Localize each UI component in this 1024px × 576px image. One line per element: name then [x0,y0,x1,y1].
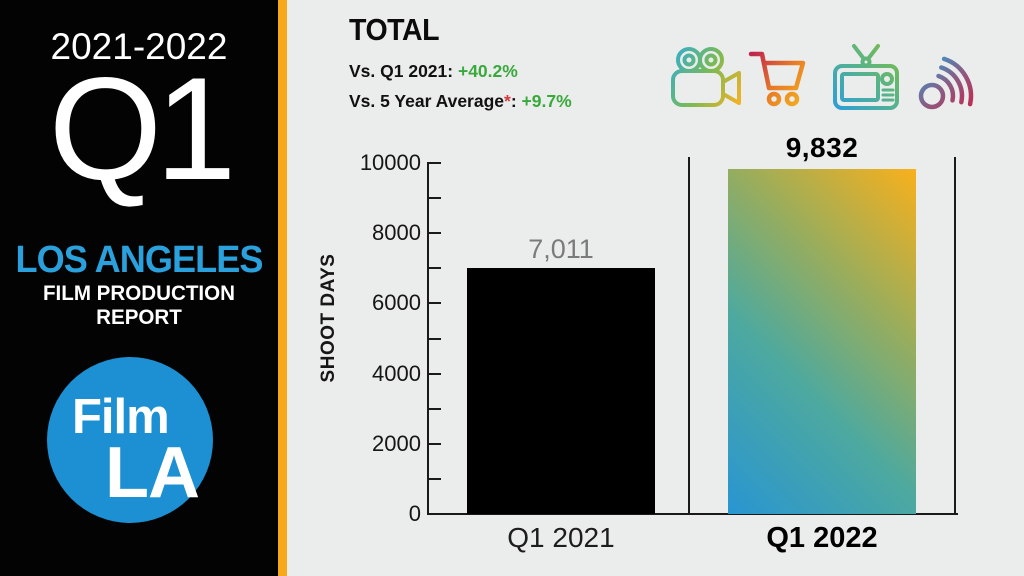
y-axis-tick [429,442,441,445]
value-label-q1-2021: 7,011 [528,233,594,264]
y-axis-tick-label: 2000 [372,430,421,456]
sidebar: 2021-2022 Q1 LOS ANGELES FILM PRODUCTION… [0,0,278,576]
report-subtitle: FILM PRODUCTION REPORT [42,282,236,329]
y-axis-tick-label: 4000 [372,360,421,386]
y-axis-tick [429,337,441,340]
logo-text-film: Film [72,390,170,444]
y-axis-tick-label: 10000 [359,150,421,175]
x-axis-line [427,513,958,515]
accent-divider [278,0,287,576]
value-label-q1-2022: 9,832 [785,131,859,163]
stat-label: Vs. 5 Year Average [349,91,505,111]
stat-label: Vs. Q1 2021: [349,61,454,81]
y-axis-tick [429,232,441,235]
television-icon [833,44,899,110]
y-axis-tick-label: 6000 [372,290,421,316]
bar-q1-2021 [467,267,655,514]
y-axis-tick [429,302,441,305]
movie-camera-icon [671,47,741,107]
stat-value: +9.7% [521,91,572,111]
y-axis-line [427,162,429,515]
y-axis-tick-label: 0 [408,501,421,526]
quarter-label: Q1 [48,47,237,210]
y-axis-tick [429,162,441,164]
footnote-asterisk: * [504,91,511,111]
y-axis-tick-label: 8000 [372,220,421,246]
y-axis-tick [429,407,441,410]
section-title: TOTAL [349,12,440,47]
highlight-rule-left [688,157,690,515]
year-range-label: 2021-2022 [50,26,228,67]
x-axis-label-q1-2021: Q1 2021 [507,522,615,553]
y-axis-tick [429,372,441,375]
highlight-rule-right [954,157,956,515]
stat-value: +40.2% [457,61,518,81]
stat-vs-q1-2021: Vs. Q1 2021: +40.2% [349,61,518,82]
stat-separator: : [510,91,517,111]
x-axis-label-q1-2022: Q1 2022 [766,522,878,554]
y-axis-tick [429,267,441,270]
bar-q1-2022 [728,168,916,514]
y-axis-tick [429,477,441,480]
logo-text-la: LA [105,433,200,513]
shopping-cart-icon [748,51,806,107]
region-title: LOS ANGELES [15,239,264,281]
streaming-signal-icon [918,56,974,110]
y-axis-tick [429,197,441,200]
stat-vs-5yr-average: Vs. 5 Year Average*: +9.7% [349,91,572,112]
filmla-logo: Film LA [47,357,213,523]
